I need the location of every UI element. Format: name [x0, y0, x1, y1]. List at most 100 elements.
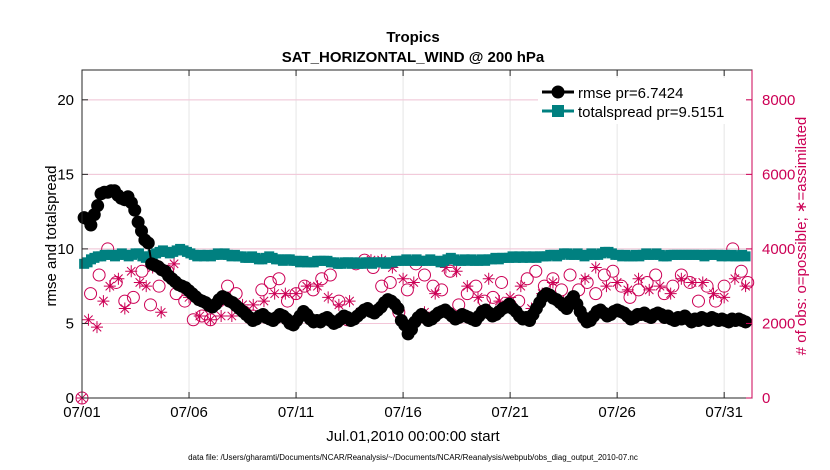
legend-rmse-marker: [551, 85, 565, 99]
data-file-footer: data file: /Users/gharamti/Documents/NCA…: [188, 453, 638, 462]
obs-assimilated-point: [140, 280, 153, 293]
obs-assimilated-point: [215, 310, 228, 322]
rmse-point: [84, 218, 98, 232]
obs-assimilated-point: [546, 276, 559, 289]
obs-possible-point: [417, 268, 431, 282]
obs-possible-point: [92, 268, 106, 282]
obs-possible-point: [263, 275, 277, 289]
obs-assimilated-point: [632, 272, 645, 285]
obs-assimilated-point: [112, 272, 125, 285]
obs-assimilated-point: [664, 287, 677, 300]
obs-assimilated-point: [343, 295, 356, 308]
obs-possible-point: [143, 298, 157, 312]
obs-assimilated-point: [461, 280, 474, 293]
y2-tick-label: 4000: [762, 241, 795, 258]
legend: rmse pr=6.7424 totalspread pr=9.5151: [538, 78, 746, 124]
x-tick-label: 07/21: [491, 404, 529, 421]
obs-possible-point: [400, 283, 414, 297]
obs-assimilated-point: [97, 295, 110, 308]
obs-possible-point: [700, 279, 714, 293]
obs-possible-point: [520, 272, 534, 286]
obs-assimilated-point: [193, 310, 206, 322]
obs-assimilated-point: [118, 302, 131, 315]
legend-rmse-label: rmse pr=6.7424: [578, 85, 683, 102]
obs-assimilated-point: [472, 291, 485, 304]
x-tick-label: 07/16: [384, 404, 422, 421]
legend-spread-marker: [552, 105, 564, 117]
y-tick-label: 0: [66, 390, 74, 407]
obs-assimilated-point: [450, 265, 463, 278]
obs-assimilated-point: [739, 280, 752, 293]
obs-possible-point: [529, 264, 543, 278]
obs-possible-point: [495, 275, 509, 289]
obs-assimilated-point: [621, 283, 634, 296]
obs-assimilated-point: [696, 276, 709, 289]
tick-layer: 07/01 07/06 07/11 07/16 07/21 07/26 07/31 0 5 10 1…: [57, 70, 795, 421]
obs-assimilated-point: [168, 257, 181, 270]
obs-assimilated-point: [268, 287, 281, 300]
obs-assimilated-point: [579, 272, 592, 285]
obs-assimilated-point: [653, 280, 666, 293]
obs-assimilated-point: [155, 306, 168, 319]
obs-possible-point: [152, 279, 166, 293]
obs-assimilated-point: [279, 287, 292, 300]
obs-assimilated-point: [600, 280, 613, 293]
obs-assimilated-point: [514, 280, 527, 293]
obs-assimilated-point: [728, 272, 741, 285]
obs-assimilated-point: [439, 261, 452, 274]
obs-assimilated-point: [397, 272, 410, 285]
obs-assimilated-point: [332, 298, 345, 311]
obs-possible-point: [383, 275, 397, 289]
rmse-point: [128, 203, 142, 217]
obs-assimilated-point: [90, 321, 103, 334]
x-tick-label: 07/26: [598, 404, 636, 421]
totalspread-point: [740, 251, 751, 262]
obs-assimilated-point: [204, 313, 217, 326]
obs-assimilated-point: [504, 291, 517, 304]
x-tick-label: 07/01: [63, 404, 101, 421]
y2-axis-label: # of obs: o=possible; ∗=assimilated: [793, 117, 810, 356]
legend-spread-label: totalspread pr=9.5151: [578, 104, 724, 121]
obs-assimilated-point: [407, 276, 420, 289]
obs-possible-point: [691, 294, 705, 308]
legend-box: [538, 78, 746, 124]
obs-possible-point: [589, 287, 603, 301]
obs-possible-point: [606, 264, 620, 278]
y-tick-label: 5: [66, 315, 74, 332]
obs-assimilated-point: [125, 265, 138, 278]
rmse-point: [91, 199, 105, 213]
obs-assimilated-point: [589, 261, 602, 274]
obs-assimilated-point: [311, 280, 324, 293]
obs-possible-point: [126, 290, 140, 304]
obs-possible-point: [315, 272, 329, 286]
obs-assimilated-point: [322, 291, 335, 304]
obs-possible-point: [597, 268, 611, 282]
obs-possible-point: [563, 268, 577, 282]
rmse-point: [739, 315, 753, 329]
y2-tick-label: 8000: [762, 92, 795, 109]
x-tick-label: 07/11: [278, 404, 314, 421]
obs-assimilated-point: [482, 272, 495, 285]
rmse-point: [141, 236, 155, 250]
y-axis-label: rmse and totalspread: [43, 166, 60, 307]
obs-assimilated-point: [718, 291, 731, 304]
chart-subtitle: SAT_HORIZONTAL_WIND @ 200 hPa: [282, 49, 545, 66]
obs-assimilated-point: [82, 313, 95, 326]
obs-assimilated-point: [429, 287, 442, 300]
rmse-point: [391, 302, 405, 316]
obs-assimilated-point: [611, 276, 624, 289]
obs-assimilated-point: [386, 261, 399, 274]
obs-assimilated-point: [686, 276, 699, 289]
obs-assimilated-point: [290, 287, 303, 300]
obs-possible-point: [323, 268, 337, 282]
obs-possible-point: [255, 283, 269, 297]
obs-possible-point: [734, 264, 748, 278]
y2-tick-label: 0: [762, 390, 770, 407]
x-tick-label: 07/06: [170, 404, 208, 421]
y-tick-label: 10: [57, 241, 74, 258]
y2-tick-label: 6000: [762, 166, 795, 183]
series-layer: [75, 184, 755, 405]
obs-possible-point: [84, 287, 98, 301]
obs-assimilated-point: [643, 283, 656, 296]
